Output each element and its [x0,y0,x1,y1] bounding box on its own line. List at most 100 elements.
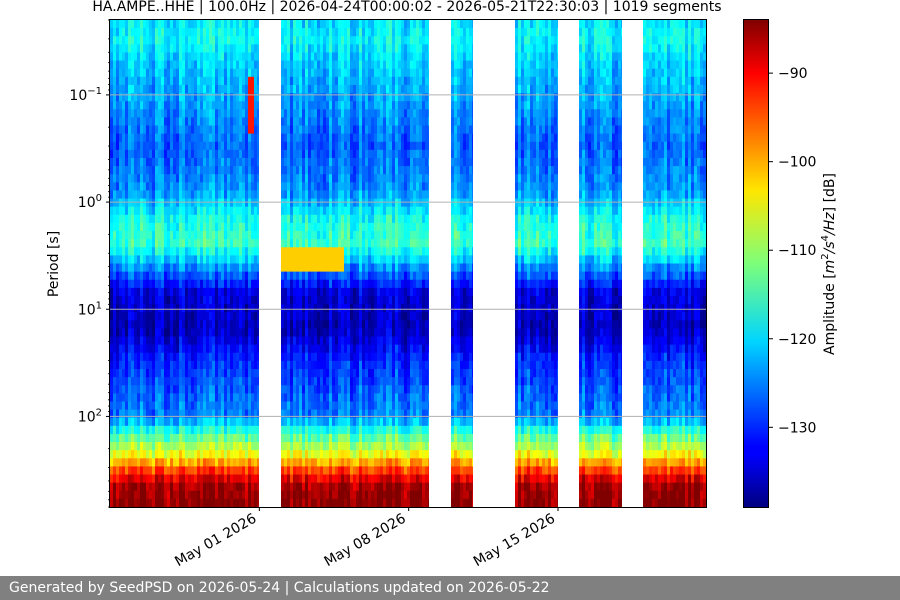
heatmap-cell [209,84,212,94]
heatmap-cell [335,68,338,78]
heatmap-cell [311,433,314,443]
heatmap-cell [311,101,314,110]
heatmap-cell [332,409,335,419]
heatmap-cell [326,336,329,346]
heatmap-cell [230,344,233,354]
heatmap-cell [149,409,152,419]
heatmap-cell [152,425,155,435]
heatmap-cell [293,125,296,135]
heatmap-cell [320,255,323,265]
heatmap-cell [377,44,380,54]
heatmap-cell [179,93,182,102]
heatmap-cell [212,377,215,386]
heatmap-cell [149,466,152,476]
heatmap-cell [119,433,122,443]
heatmap-cell [326,28,329,37]
heatmap-cell [281,425,284,435]
heatmap-cell [293,206,296,216]
heatmap-cell [257,68,259,78]
heatmap-cell [344,466,347,476]
heatmap-cell [146,141,149,151]
heatmap-cell [257,52,259,62]
heatmap-cell [314,474,317,484]
heatmap-cell [242,214,245,224]
heatmap-cell [173,352,176,362]
heatmap-cell [287,352,290,362]
heatmap-cell [236,401,239,411]
heatmap-cell [128,425,131,435]
heatmap-cell [146,287,149,297]
heatmap-cell [125,28,128,37]
heatmap-cell [350,157,353,167]
heatmap-cell [332,320,335,330]
heatmap-cell [353,68,356,78]
heatmap-cell [332,255,335,265]
heatmap-cell [218,182,221,192]
heatmap-cell [284,409,287,419]
heatmap-cell [365,52,368,62]
heatmap-cell [185,474,188,484]
heatmap-cell [251,109,254,118]
heatmap-cell [221,214,224,224]
heatmap-cell [185,393,188,403]
heatmap-cell [305,312,308,321]
heatmap-cell [125,125,128,135]
heatmap-cell [179,466,182,476]
heatmap-cell [176,442,179,451]
heatmap-cell [134,369,137,378]
heatmap-cell [338,44,341,54]
heatmap-cell [143,304,146,313]
heatmap-cell [341,279,344,289]
heatmap-cell [209,157,212,167]
heatmap-cell [257,263,259,273]
heatmap-cell [227,409,230,419]
heatmap-cell [230,304,233,313]
heatmap-cell [347,393,350,403]
heatmap-cell [299,125,302,135]
heatmap-cell [116,60,119,70]
heatmap-cell [170,166,173,175]
heatmap-cell [164,76,167,86]
heatmap-cell [215,320,218,330]
heatmap-cell [209,442,212,451]
heatmap-cell [128,312,131,321]
heatmap-cell [257,206,259,216]
heatmap-cell [155,304,158,313]
heatmap-cell [224,442,227,451]
heatmap-cell [350,442,353,451]
heatmap-cell [194,328,197,338]
heatmap-cell [176,393,179,403]
heatmap-cell [191,320,194,330]
heatmap-cell [137,125,140,135]
heatmap-cell [344,352,347,362]
heatmap-cell [302,68,305,78]
heatmap-cell [113,344,116,354]
heatmap-cell [197,133,200,143]
heatmap-cell [209,190,212,200]
heatmap-cell [158,442,161,451]
heatmap-cell [110,28,113,37]
heatmap-cell [182,28,185,37]
heatmap-cell [158,84,161,94]
heatmap-cell [218,466,221,476]
heatmap-cell [374,498,377,508]
heatmap-cell [161,166,164,175]
heatmap-cell [170,320,173,330]
heatmap-cell [305,442,308,451]
heatmap-cell [134,409,137,419]
heatmap-cell [122,433,125,443]
heatmap-cell [224,166,227,175]
heatmap-cell [284,442,287,451]
heatmap-cell [155,125,158,135]
heatmap-cell [197,360,200,370]
heatmap-cell [341,385,344,394]
heatmap-cell [221,474,224,484]
heatmap-cell [206,304,209,313]
heatmap-cell [347,409,350,419]
heatmap-cell [188,231,191,240]
heatmap-cell [134,433,137,443]
heatmap-cell [338,425,341,435]
heatmap-cell [320,101,323,110]
heatmap-cell [239,141,242,151]
heatmap-cell [197,247,200,256]
